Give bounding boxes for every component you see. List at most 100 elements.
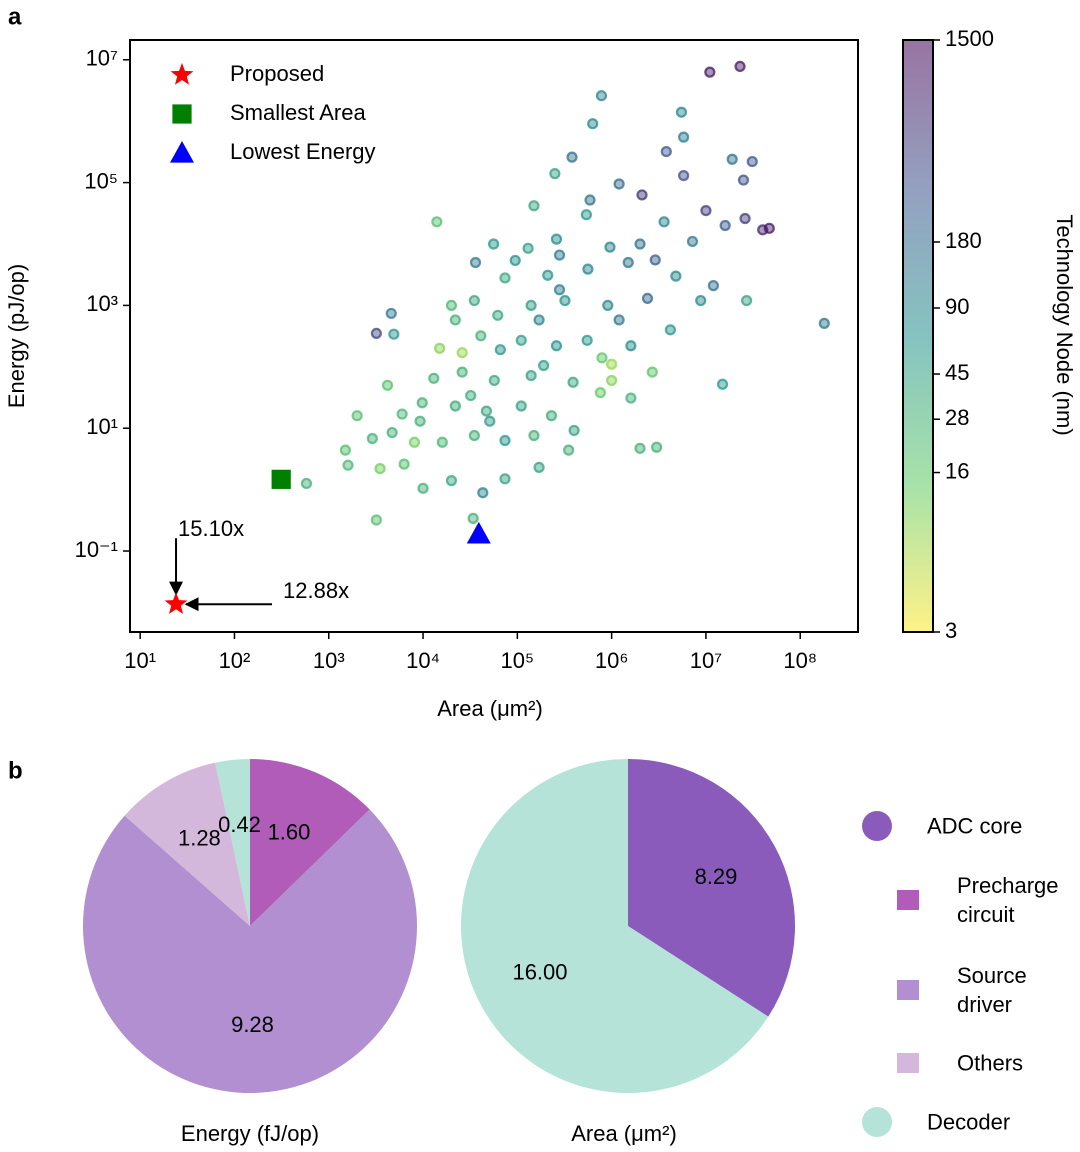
data-point	[381, 379, 394, 391]
data-point	[449, 400, 461, 412]
data-point	[509, 254, 521, 267]
data-point	[488, 374, 500, 387]
data-point	[477, 487, 489, 499]
data-point	[664, 324, 677, 336]
data-point	[468, 294, 480, 307]
data-point	[525, 369, 537, 382]
data-point	[649, 254, 661, 266]
legend-marker	[862, 811, 892, 841]
data-point	[726, 153, 738, 165]
data-point	[581, 334, 593, 346]
data-point	[604, 241, 616, 253]
data-point	[594, 387, 606, 399]
legend-marker	[897, 980, 919, 1000]
data-point	[388, 328, 400, 340]
pie-slice	[124, 762, 250, 926]
pie-value-label: 9.28	[231, 1012, 274, 1037]
data-point	[686, 235, 699, 248]
data-point	[700, 204, 712, 217]
data-point	[468, 429, 480, 442]
data-point	[595, 90, 608, 102]
data-point	[553, 284, 566, 296]
data-point	[528, 200, 540, 212]
x-tick-label: 10³	[313, 648, 345, 673]
data-point	[467, 512, 479, 524]
data-point	[499, 434, 511, 447]
data-point	[695, 294, 707, 307]
data-point	[580, 209, 593, 221]
data-point	[707, 280, 719, 292]
data-point	[456, 366, 468, 378]
pie-slice	[461, 759, 769, 1093]
marker-triangle	[170, 141, 194, 163]
annotation: 15.10x	[178, 516, 244, 541]
data-point	[602, 299, 614, 312]
marker-triangle	[466, 521, 491, 544]
data-point	[484, 415, 496, 427]
data-point	[641, 292, 654, 305]
marker-square	[271, 469, 291, 489]
data-point	[465, 389, 477, 402]
data-point	[342, 459, 354, 471]
data-point	[716, 378, 729, 390]
data-point	[515, 334, 527, 346]
data-point	[533, 314, 545, 326]
colorbar-tick-label: 3	[945, 618, 957, 643]
legend-label: ADC core	[927, 813, 1023, 839]
annotation: 12.88x	[283, 578, 349, 603]
data-point	[445, 299, 458, 312]
legend-label: Proposed	[230, 61, 324, 86]
x-tick-label: 10⁴	[406, 648, 440, 673]
data-point	[734, 60, 746, 73]
colorbar-tick-label: 16	[945, 458, 969, 483]
y-tick-label: 10¹	[86, 414, 118, 439]
data-point	[549, 168, 561, 180]
data-point	[568, 424, 580, 437]
data-point	[533, 461, 545, 474]
data-point	[719, 219, 731, 232]
data-point	[704, 66, 716, 78]
data-point	[370, 327, 382, 340]
data-point	[469, 256, 482, 269]
data-point	[818, 317, 830, 329]
legend-label: Decoder	[927, 1109, 1011, 1135]
data-point	[436, 436, 448, 448]
data-point	[545, 410, 558, 422]
data-point	[559, 294, 571, 307]
legend-marker	[862, 1107, 892, 1137]
colorbar-tick-label: 90	[945, 294, 969, 319]
data-point	[528, 429, 540, 442]
data-point	[499, 272, 511, 284]
data-point	[542, 269, 554, 281]
data-point	[636, 189, 648, 201]
colorbar-tick-label: 1500	[945, 26, 994, 51]
legend-label: Source driver	[957, 963, 1027, 1017]
data-point	[374, 462, 386, 475]
data-point	[634, 238, 646, 250]
data-point	[739, 212, 751, 225]
data-point	[613, 178, 625, 190]
data-point	[445, 475, 458, 487]
data-point	[567, 376, 579, 388]
data-point	[658, 216, 670, 228]
legend-marker	[897, 890, 919, 910]
legend-marker	[897, 1053, 919, 1073]
data-point	[370, 514, 382, 526]
pie-value-label: 8.29	[695, 864, 738, 889]
data-point	[582, 263, 594, 275]
data-point	[414, 415, 426, 427]
marker-star	[164, 592, 188, 614]
panel-label: a	[8, 3, 22, 30]
data-point	[351, 410, 363, 422]
data-point	[678, 131, 690, 143]
data-point	[428, 372, 440, 384]
data-point	[499, 473, 511, 485]
y-tick-label: 10³	[86, 291, 118, 316]
data-point	[746, 155, 758, 168]
data-point	[634, 442, 646, 454]
data-point	[385, 307, 397, 320]
x-tick-label: 10⁶	[595, 648, 629, 673]
pie-slice	[215, 759, 250, 926]
data-point	[737, 174, 750, 186]
data-point	[396, 408, 408, 420]
